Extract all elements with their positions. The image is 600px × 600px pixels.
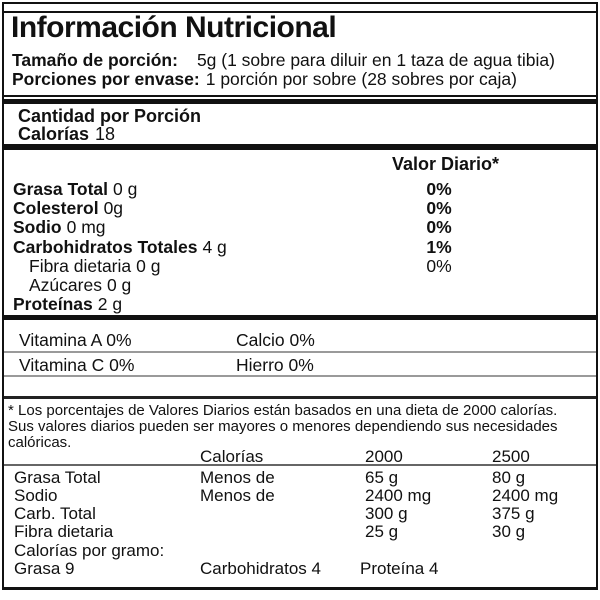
reference-nutrient: Fibra dietaria [14,522,114,541]
nutrient-name: Fibra dietaria [29,256,132,276]
rule-calories-thick [4,144,596,150]
calcio-value: Calcio 0% [236,330,315,350]
reference-value-2000: 25 g [365,522,399,541]
servings-per-package-row: Porciones por envase: 1 porción por sobre… [12,69,517,90]
nutrient-row-grasa-total: Grasa Total 0 g 0% [0,180,600,199]
reference-header-2500: 2500 [492,447,530,466]
amount-per-serving-heading: Cantidad por Porción [18,106,202,126]
footnote-line-3: calóricas. [8,434,72,451]
serving-size-row: Tamaño de porción: 5g (1 sobre para dilui… [12,50,555,71]
nutrient-daily-value: 0% [426,256,452,276]
reference-qualifier: Menos de [200,468,275,487]
border-top-inner [2,11,598,13]
nutrient-name: Proteínas [13,294,93,314]
rule-vitamin-1 [4,351,596,353]
nutrient-name: Carbohidratos Totales [13,237,198,257]
serving-size-value: 5g (1 sobre para diluir en 1 taza de agu… [196,50,555,70]
nutrient-amount: 0 g [136,256,161,276]
nutrient-row-azucares: Azúcares 0 g [0,276,600,295]
reference-value-2000: 2400 mg [365,486,432,505]
nutrient-name: Colesterol [13,198,99,218]
calories-value: 18 [95,124,116,144]
vitamin-a-value: Vitamina A 0% [19,330,132,350]
label-title: Información Nutricional [11,11,337,44]
servings-per-package-value: 1 porción por sobre (28 sobres por caja) [205,69,517,89]
rule-header-thin [4,95,596,97]
nutrient-name: Azúcares [29,275,102,295]
rule-vitamin-2 [4,375,596,377]
reference-nutrient: Grasa Total [14,468,101,487]
nutrient-daily-value: 0% [426,198,452,218]
nutrient-row-fibra: Fibra dietaria 0 g 0% [0,257,600,276]
nutrient-row-carbohidratos: Carbohidratos Totales 4 g 1% [0,238,600,257]
serving-size-label: Tamaño de porción: [12,50,178,70]
nutrient-daily-value: 0% [426,179,452,199]
daily-value-header: Valor Diario* [392,154,500,174]
nutrient-row-sodio: Sodio 0 mg 0% [0,218,600,237]
reference-qualifier: Menos de [200,486,275,505]
reference-value-2500: 30 g [492,522,526,541]
calories-label: Calorías [18,124,90,144]
calories-per-gram-proteina: Proteína 4 [360,559,439,578]
nutrient-daily-value: 0% [426,217,452,237]
nutrient-amount: 4 g [202,237,227,257]
rule-vitamins-thick [4,315,596,320]
nutrient-name: Sodio [13,217,62,237]
calories-per-gram-label: Calorías por gramo: [14,541,165,560]
rule-reference-header [4,464,596,466]
nutrient-amount: 0 mg [66,217,106,237]
reference-nutrient: Sodio [14,486,58,505]
nutrient-row-proteinas: Proteínas 2 g [0,295,600,314]
border-top-outer [2,2,598,4]
nutrient-amount: 0 g [113,179,138,199]
hierro-value: Hierro 0% [236,355,314,375]
border-left [2,2,4,590]
border-right [596,2,598,590]
nutrient-daily-value: 1% [426,237,452,257]
nutrient-amount: 2 g [97,294,123,314]
reference-value-2500: 2400 mg [492,486,559,505]
calories-row: Calorías 18 [18,124,115,145]
rule-header-thick [4,99,596,104]
rule-footnote [4,396,596,399]
servings-per-package-label: Porciones por envase: [12,69,200,89]
nutrient-row-colesterol: Colesterol 0g 0% [0,199,600,218]
nutrient-amount: 0 g [106,275,132,295]
reference-value-2000: 65 g [365,468,399,487]
reference-header-calorias: Calorías [200,447,264,466]
reference-nutrient: Carb. Total [14,504,96,523]
reference-value-2000: 300 g [365,504,408,523]
reference-header-2000: 2000 [365,447,403,466]
footnote-line-1: * Los porcentajes de Valores Diarios est… [8,402,558,419]
nutrient-name: Grasa Total [13,179,108,199]
footnote-line-2: Sus valores diarios pueden ser mayores o… [8,418,558,435]
calories-per-gram-grasa: Grasa 9 [14,559,75,578]
nutrient-amount: 0g [103,198,124,218]
calories-per-gram-carbohidratos: Carbohidratos 4 [200,559,321,578]
reference-value-2500: 80 g [492,468,526,487]
border-bottom [2,587,598,590]
reference-value-2500: 375 g [492,504,535,523]
vitamin-c-value: Vitamina C 0% [19,355,135,375]
